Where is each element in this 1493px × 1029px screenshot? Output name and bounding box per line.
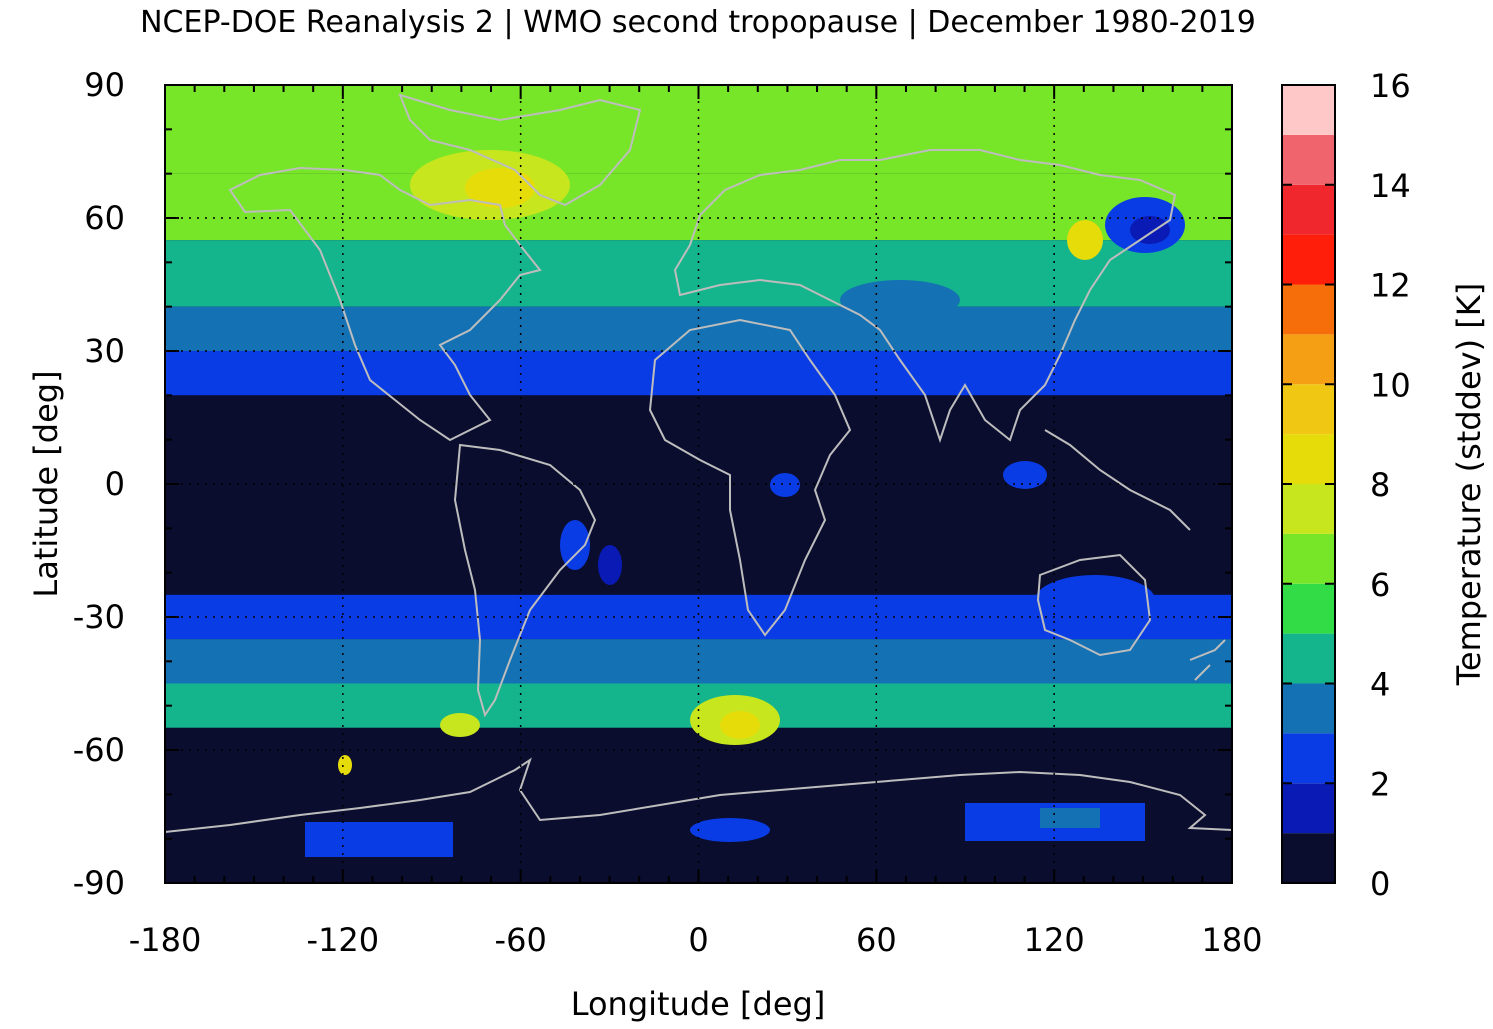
y-tick-label: -90	[73, 864, 125, 902]
y-tick-label: -60	[73, 731, 125, 769]
value-band-2	[165, 240, 1232, 307]
colorbar-swatch-0	[1282, 833, 1335, 883]
colorbar-swatch-5	[1282, 583, 1335, 634]
colorbar-swatch-13	[1282, 184, 1335, 235]
colorbar-tick-label: 0	[1370, 865, 1390, 903]
x-tick-label: 0	[688, 921, 708, 959]
colorbar-swatch-15	[1282, 85, 1335, 135]
x-tick-label: -180	[129, 921, 202, 959]
colorbar-swatch-3	[1282, 683, 1335, 734]
colorbar-swatch-7	[1282, 484, 1335, 534]
colorbar-ticks	[1282, 84, 1335, 884]
x-tick-label: 60	[856, 921, 897, 959]
colorbar-swatch-4	[1282, 633, 1335, 684]
y-tick-labels: -90 -60 -30 0 30 60 90	[73, 66, 125, 902]
colorbar-tick-label: 2	[1370, 765, 1390, 803]
colorbar-swatch-14	[1282, 134, 1335, 185]
colorbar-swatch-8	[1282, 434, 1335, 484]
x-tick-labels: -180 -120 -60 0 60 120 180	[129, 921, 1263, 959]
colorbar-label: Temperature (stddev) [K]	[1450, 283, 1488, 686]
colorbar-tick-label: 4	[1370, 666, 1390, 704]
colorbar	[1282, 85, 1335, 883]
regional-anomalies	[305, 150, 1185, 857]
colorbar-swatch-12	[1282, 234, 1335, 285]
colorbar-tick-label: 16	[1370, 67, 1411, 105]
colorbar-tick-label: 12	[1370, 267, 1411, 305]
x-tick-label: -120	[307, 921, 380, 959]
colorbar-tick-label: 14	[1370, 167, 1411, 205]
x-axis-label: Longitude [deg]	[571, 985, 826, 1023]
colorbar-swatch-10	[1282, 334, 1335, 385]
colorbar-swatch-9	[1282, 384, 1335, 435]
colorbar-swatch-6	[1282, 533, 1335, 584]
y-tick-label: 60	[84, 199, 125, 237]
colorbar-tick-labels: 0 2 4 6 8 10 12 14 16	[1370, 67, 1411, 903]
colorbar-swatch-2	[1282, 733, 1335, 784]
colorbar-swatch-1	[1282, 783, 1335, 834]
chart-title: NCEP-DOE Reanalysis 2 | WMO second tropo…	[140, 5, 1256, 40]
y-tick-label: 0	[105, 465, 125, 503]
colorbar-swatch-11	[1282, 284, 1335, 335]
y-tick-label: 30	[84, 332, 125, 370]
temperature-stddev-field	[165, 85, 1232, 883]
colorbar-tick-label: 6	[1370, 566, 1390, 604]
y-axis-label: Latitude [deg]	[27, 370, 65, 597]
x-tick-label: 180	[1201, 921, 1262, 959]
colorbar-tick-label: 8	[1370, 466, 1390, 504]
y-tick-label: -30	[73, 598, 125, 636]
dotted-grid	[165, 85, 1232, 883]
x-tick-label: 120	[1024, 921, 1085, 959]
axis-ticks	[164, 84, 1233, 884]
colorbar-tick-label: 10	[1370, 366, 1411, 404]
value-band-5	[165, 395, 1232, 595]
coastlines	[165, 93, 1232, 833]
y-tick-label: 90	[84, 66, 125, 104]
x-tick-label: -60	[495, 921, 547, 959]
